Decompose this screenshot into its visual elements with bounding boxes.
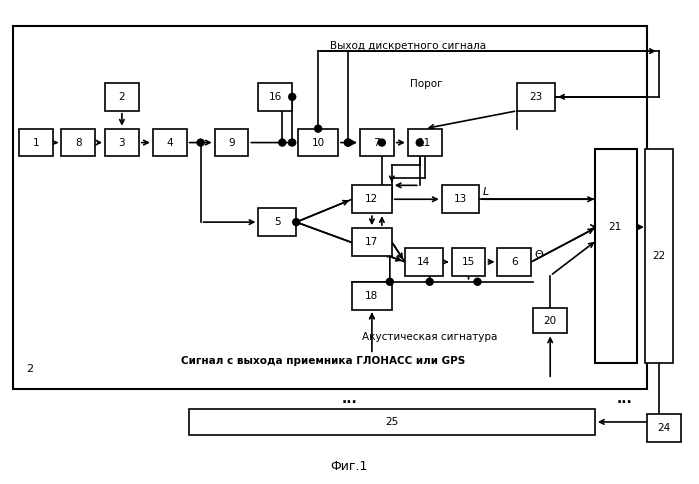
Bar [189,409,595,435]
Circle shape [345,139,352,146]
Text: Акустическая сигнатура: Акустическая сигнатура [362,333,497,343]
Circle shape [289,139,296,146]
Bar [405,248,442,276]
Bar [259,208,296,236]
Text: 13: 13 [454,194,467,204]
Text: ...: ... [617,392,633,406]
Text: 8: 8 [75,137,81,148]
Circle shape [289,93,296,100]
Text: 14: 14 [417,257,431,267]
Bar [442,185,480,213]
Circle shape [279,139,286,146]
Bar [517,83,555,111]
Bar [153,129,187,156]
Circle shape [345,139,352,146]
Text: 4: 4 [166,137,173,148]
Bar [105,83,139,111]
Circle shape [426,278,433,285]
Text: 22: 22 [652,251,665,261]
Text: 7: 7 [373,137,380,148]
Text: 15: 15 [462,257,475,267]
Bar [298,129,338,156]
Bar [61,129,95,156]
Bar [498,248,531,276]
Text: 10: 10 [312,137,325,148]
Circle shape [197,139,204,146]
Bar [259,83,292,111]
Text: 2: 2 [119,92,125,102]
Bar [408,129,442,156]
Bar [595,149,637,363]
Text: 23: 23 [530,92,543,102]
Text: 9: 9 [228,137,235,148]
Bar [105,129,139,156]
Text: 1: 1 [33,137,40,148]
Text: ...: ... [342,392,358,406]
Text: Выход дискретного сигнала: Выход дискретного сигнала [330,41,487,51]
Text: 3: 3 [119,137,125,148]
Text: 5: 5 [274,217,280,227]
Text: Θ: Θ [534,250,543,260]
Bar [644,149,672,363]
Text: 17: 17 [366,237,379,247]
Circle shape [387,278,394,285]
Text: 24: 24 [657,423,670,433]
Bar [452,248,486,276]
Text: 21: 21 [608,222,621,232]
Text: Фиг.1: Фиг.1 [331,460,368,473]
Bar [13,26,647,389]
Bar [352,228,392,256]
Circle shape [416,139,423,146]
Text: L: L [482,187,489,197]
Text: 18: 18 [366,291,379,301]
Bar [360,129,394,156]
Text: Порог: Порог [410,79,442,89]
Circle shape [474,278,481,285]
Bar [20,129,53,156]
Text: 20: 20 [544,316,557,326]
Text: 6: 6 [511,257,518,267]
Bar [352,185,392,213]
Text: 2: 2 [26,364,33,374]
Text: 16: 16 [268,92,282,102]
Text: 25: 25 [385,417,398,427]
Text: 11: 11 [418,137,431,148]
Circle shape [315,125,322,132]
Bar [352,282,392,310]
Circle shape [378,139,385,146]
Bar [647,414,681,442]
Text: Сигнал с выхода приемника ГЛОНАСС или GPS: Сигнал с выхода приемника ГЛОНАСС или GP… [180,356,465,366]
Bar [533,308,567,333]
Circle shape [293,219,300,226]
Bar [597,210,633,244]
Text: 12: 12 [366,194,379,204]
Bar [215,129,248,156]
